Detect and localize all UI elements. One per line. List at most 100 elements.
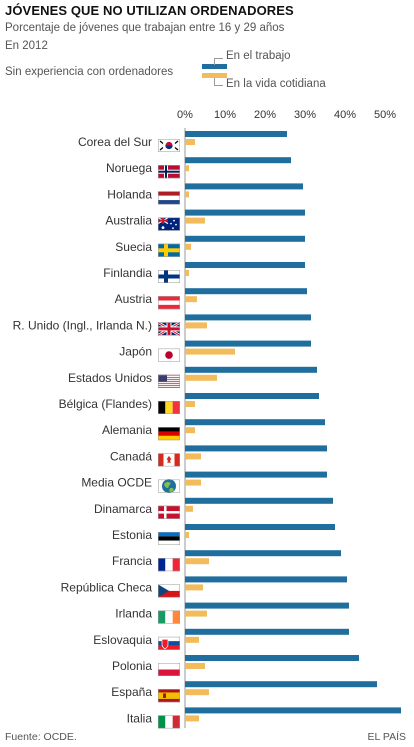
- bar-daily: [185, 270, 189, 276]
- bar-work: [185, 131, 287, 137]
- bar-daily: [185, 165, 189, 172]
- flag-se-icon: [158, 243, 180, 257]
- chart-year: En 2012: [5, 40, 48, 52]
- flag-cz-icon: [158, 584, 180, 598]
- category-label: Italia: [127, 711, 153, 725]
- bar-work: [185, 340, 311, 347]
- chart-title: JÓVENES QUE NO UTILIZAN ORDENADORES: [5, 3, 294, 18]
- bar-work: [185, 288, 307, 295]
- bar-daily: [185, 663, 205, 669]
- bar-work: [185, 471, 327, 478]
- bar-daily: [185, 322, 207, 329]
- bar-work: [185, 183, 303, 190]
- flag-pl-icon: [158, 663, 180, 676]
- bar-work: [185, 366, 317, 373]
- category-label: Francia: [112, 554, 152, 568]
- flag-it-icon: [158, 715, 180, 729]
- legend-label-work: En el trabajo: [226, 50, 291, 62]
- flag-us-icon: [158, 374, 180, 388]
- category-label: Estados Unidos: [68, 371, 152, 385]
- flag-de-icon: [158, 427, 180, 441]
- category-label: Estonia: [112, 528, 152, 542]
- flag-fi-icon: [158, 270, 180, 283]
- bar-daily: [185, 296, 197, 303]
- flag-kr-icon: [158, 139, 180, 152]
- bar-work: [185, 497, 333, 504]
- category-label: Polonia: [112, 659, 152, 673]
- flag-gb-icon: [157, 321, 181, 337]
- category-label: Holanda: [107, 187, 152, 201]
- category-label: Japón: [119, 345, 152, 359]
- group-label: Sin experiencia con ordenadores: [5, 66, 174, 78]
- flag-be-icon: [158, 401, 180, 414]
- category-label: Noruega: [106, 161, 152, 175]
- bar-work: [185, 576, 347, 583]
- category-label: Canadá: [110, 449, 152, 463]
- flag-sk-icon: [158, 636, 180, 650]
- bar-work: [185, 209, 305, 216]
- flag-no-icon: [158, 165, 180, 179]
- x-tick-label: 0%: [177, 109, 193, 121]
- chart-subtitle: Porcentaje de jóvenes que trabajan entre…: [5, 22, 285, 34]
- category-label: Dinamarca: [94, 502, 152, 516]
- bar-work: [185, 628, 349, 635]
- bar-work: [185, 655, 359, 661]
- x-tick-label: 40%: [334, 109, 356, 121]
- bar-work: [185, 707, 401, 714]
- x-tick-label: 30%: [294, 109, 316, 121]
- category-label: Australia: [105, 214, 152, 228]
- bar-work: [185, 445, 327, 452]
- bar-work: [185, 314, 311, 321]
- bar-work: [185, 524, 335, 530]
- category-label: Irlanda: [115, 607, 152, 621]
- flag-oecd-icon: [158, 479, 180, 494]
- x-tick-label: 50%: [374, 109, 396, 121]
- category-label: República Checa: [61, 580, 153, 594]
- bar-daily: [185, 479, 201, 486]
- legend-label-daily: En la vida cotidiana: [226, 78, 326, 90]
- flag-at-icon: [158, 296, 180, 310]
- legend-swatch-daily: [202, 73, 227, 78]
- category-label: Media OCDE: [81, 476, 152, 490]
- bar-work: [185, 550, 341, 557]
- bar-daily: [185, 401, 195, 407]
- flag-au-icon: [157, 217, 180, 231]
- bar-daily: [185, 689, 209, 696]
- bar-daily: [185, 243, 191, 250]
- bar-work: [185, 419, 325, 426]
- bar-daily: [185, 715, 199, 722]
- flag-nl-icon: [158, 191, 180, 205]
- legend-connector-work: [214, 58, 223, 65]
- bar-work: [185, 602, 349, 609]
- bar-daily: [185, 348, 235, 355]
- legend-swatch-work: [202, 64, 227, 69]
- source-note: Fuente: OCDE.: [5, 731, 77, 743]
- bar-daily: [185, 610, 207, 617]
- category-label: España: [111, 685, 152, 699]
- flag-fr-icon: [158, 558, 180, 572]
- flag-ca-icon: [158, 453, 180, 467]
- bar-daily: [185, 584, 203, 591]
- flag-ee-icon: [158, 532, 180, 545]
- category-label: Corea del Sur: [78, 135, 152, 149]
- bar-daily: [185, 427, 195, 434]
- bar-daily: [185, 374, 217, 381]
- bar-daily: [185, 191, 189, 198]
- bar-daily: [185, 217, 205, 224]
- bar-daily: [185, 532, 189, 538]
- category-label: R. Unido (Ingl., Irlanda N.): [13, 318, 152, 332]
- category-label: Austria: [115, 292, 153, 306]
- bar-work: [185, 393, 319, 399]
- flag-ie-icon: [158, 610, 180, 624]
- bar-work: [185, 262, 305, 268]
- flag-dk-icon: [158, 505, 180, 519]
- bar-work: [185, 681, 377, 688]
- legend-connector-daily: [214, 78, 223, 86]
- category-label: Alemania: [102, 423, 152, 437]
- bar-daily: [185, 636, 199, 643]
- flag-es-icon: [158, 689, 180, 703]
- bar-work: [185, 235, 305, 242]
- category-label: Eslovaquia: [93, 633, 152, 647]
- category-label: Bélgica (Flandes): [59, 397, 152, 411]
